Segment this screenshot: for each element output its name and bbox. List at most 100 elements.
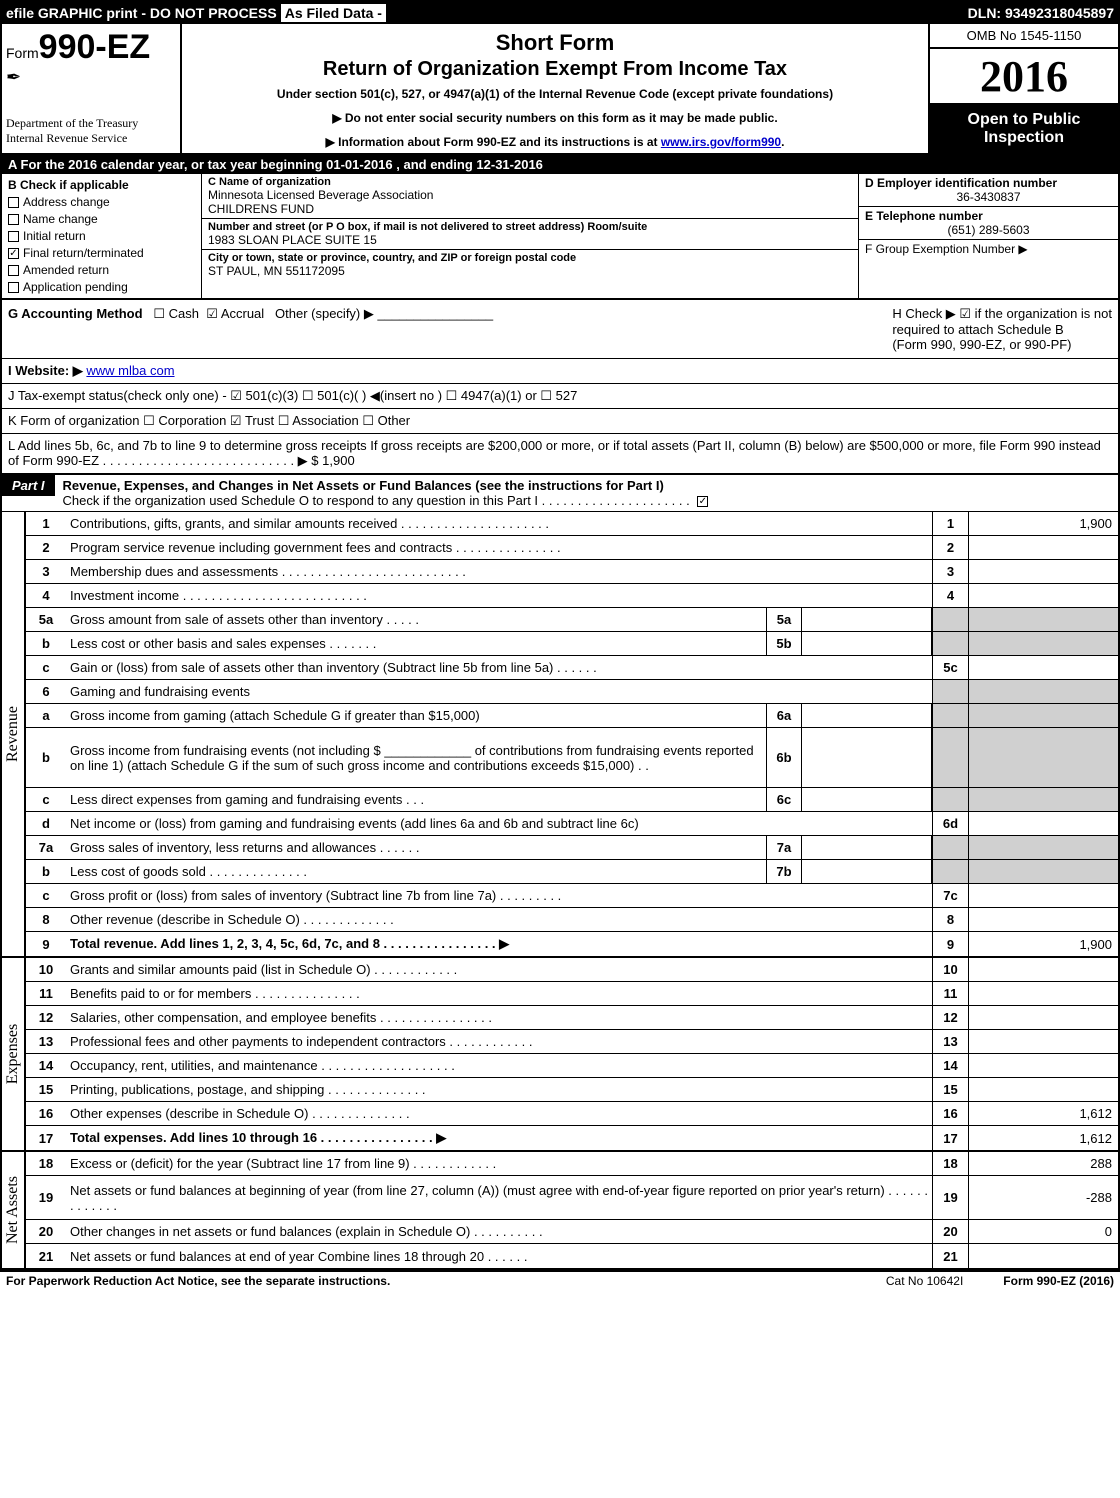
footer-form: Form 990-EZ (2016) [1003,1274,1114,1288]
g-accrual: Accrual [221,306,264,321]
g-label: G Accounting Method [8,306,143,321]
org-addr: 1983 SLOAN PLACE SUITE 15 [208,233,852,247]
line-20: 20Other changes in net assets or fund ba… [26,1220,1118,1244]
line-7a: 7aGross sales of inventory, less returns… [26,836,1118,860]
page-footer: For Paperwork Reduction Act Notice, see … [0,1272,1120,1290]
line-19: 19Net assets or fund balances at beginni… [26,1176,1118,1220]
line-8: 8Other revenue (describe in Schedule O) … [26,908,1118,932]
line-6d: dNet income or (loss) from gaming and fu… [26,812,1118,836]
netassets-section: Net Assets 18Excess or (deficit) for the… [2,1152,1118,1270]
chk-name-change[interactable]: Name change [8,212,195,226]
expenses-label: Expenses [2,958,26,1150]
ein-lbl: D Employer identification number [865,176,1112,190]
part-i-tag: Part I [2,475,55,496]
part-i-text: Revenue, Expenses, and Changes in Net As… [63,475,1118,511]
omb-no: OMB No 1545-1150 [930,24,1118,49]
section-def: D Employer identification number 36-3430… [858,174,1118,298]
group-lbl: F Group Exemption Number ▶ [865,242,1112,256]
form-number-cell: Form990-EZ ✒ Department of the Treasury … [2,24,182,153]
i-label: I Website: ▶ [8,363,83,378]
expenses-lines: 10Grants and similar amounts paid (list … [26,958,1118,1150]
ein-row: D Employer identification number 36-3430… [859,174,1118,207]
line-21: 21Net assets or fund balances at end of … [26,1244,1118,1268]
row-j: J Tax-exempt status(check only one) - ☑ … [2,384,1118,409]
return-title: Return of Organization Exempt From Incom… [190,58,920,81]
row-a-calendar: A For the 2016 calendar year, or tax yea… [2,155,1118,174]
line-5c: cGain or (loss) from sale of assets othe… [26,656,1118,680]
line-2: 2Program service revenue including gover… [26,536,1118,560]
g-accounting: G Accounting Method ☐ Cash ☑ Accrual Oth… [8,306,493,352]
tel-row: E Telephone number (651) 289-5603 [859,207,1118,240]
chk-address-change[interactable]: Address change [8,195,195,209]
ein-value: 36-3430837 [865,190,1112,204]
footer-left: For Paperwork Reduction Act Notice, see … [6,1274,390,1288]
efile-left: efile GRAPHIC print - DO NOT PROCESS [2,5,277,21]
line-7b: bLess cost of goods sold . . . . . . . .… [26,860,1118,884]
org-addr-row: Number and street (or P O box, if mail i… [202,219,858,250]
line-13: 13Professional fees and other payments t… [26,1030,1118,1054]
form-number: 990-EZ [39,28,151,66]
g-cash: Cash [169,306,199,321]
line-16: 16Other expenses (describe in Schedule O… [26,1102,1118,1126]
line-18: 18Excess or (deficit) for the year (Subt… [26,1152,1118,1176]
revenue-label: Revenue [2,512,26,956]
footer-cat: Cat No 10642I [886,1274,963,1288]
c-addr-lbl: Number and street (or P O box, if mail i… [208,221,852,233]
row-g-h: G Accounting Method ☐ Cash ☑ Accrual Oth… [2,300,1118,359]
g-other: Other (specify) ▶ [275,306,374,321]
group-row: F Group Exemption Number ▶ [859,240,1118,258]
open-line2: Inspection [932,129,1116,147]
treasury-dept: Department of the Treasury [6,116,176,131]
section-c: C Name of organization Minnesota License… [202,174,858,298]
chk-final-return[interactable]: ✓Final return/terminated [8,246,195,260]
line-9: 9Total revenue. Add lines 1, 2, 3, 4, 5c… [26,932,1118,956]
org-name-2: CHILDRENS FUND [208,202,852,216]
part-i-checkbox[interactable]: ✓ [697,496,708,507]
c-city-lbl: City or town, state or province, country… [208,252,852,264]
line-1: 1Contributions, gifts, grants, and simil… [26,512,1118,536]
chk-initial-return[interactable]: Initial return [8,229,195,243]
line-6a: aGross income from gaming (attach Schedu… [26,704,1118,728]
section-b: B Check if applicable Address change Nam… [2,174,202,298]
row-i: I Website: ▶ www mlba com [2,359,1118,384]
short-form-title: Short Form [190,30,920,56]
open-line1: Open to Public [932,111,1116,129]
h-line2: required to attach Schedule B [892,322,1112,337]
right-header: OMB No 1545-1150 2016 Open to Public Ins… [928,24,1118,153]
row-k: K Form of organization ☐ Corporation ☑ T… [2,409,1118,434]
open-to-public: Open to Public Inspection [930,105,1118,153]
line-15: 15Printing, publications, postage, and s… [26,1078,1118,1102]
line-17: 17Total expenses. Add lines 10 through 1… [26,1126,1118,1150]
l-amount: 1,900 [322,453,355,468]
under-section: Under section 501(c), 527, or 4947(a)(1)… [190,87,920,101]
title-cell: Short Form Return of Organization Exempt… [182,24,928,153]
info-line: ▶ Information about Form 990-EZ and its … [190,135,920,149]
efile-topbar: efile GRAPHIC print - DO NOT PROCESS As … [2,2,1118,24]
org-name-row: C Name of organization Minnesota License… [202,174,858,219]
org-city: ST PAUL, MN 551172095 [208,264,852,278]
dln: DLN: 93492318045897 [968,5,1118,21]
website-link[interactable]: www mlba com [86,363,174,378]
b-header: B Check if applicable [8,178,195,192]
info-prefix: ▶ Information about Form 990-EZ and its … [326,135,661,149]
line-4: 4Investment income . . . . . . . . . . .… [26,584,1118,608]
line-10: 10Grants and similar amounts paid (list … [26,958,1118,982]
revenue-lines: 1Contributions, gifts, grants, and simil… [26,512,1118,956]
tax-year: 2016 [930,49,1118,105]
expenses-section: Expenses 10Grants and similar amounts pa… [2,958,1118,1152]
part-i-header: Part I Revenue, Expenses, and Changes in… [2,475,1118,512]
chk-amended-return[interactable]: Amended return [8,263,195,277]
part-i-sub: Check if the organization used Schedule … [63,493,690,508]
line-14: 14Occupancy, rent, utilities, and mainte… [26,1054,1118,1078]
part-i-title: Revenue, Expenses, and Changes in Net As… [63,478,664,493]
netassets-lines: 18Excess or (deficit) for the year (Subt… [26,1152,1118,1268]
as-filed-box: As Filed Data - [281,4,386,22]
entity-block: B Check if applicable Address change Nam… [2,174,1118,300]
org-name-1: Minnesota Licensed Beverage Association [208,188,852,202]
tel-value: (651) 289-5603 [865,223,1112,237]
irs-link[interactable]: www.irs.gov/form990 [661,135,781,149]
line-12: 12Salaries, other compensation, and empl… [26,1006,1118,1030]
line-3: 3Membership dues and assessments . . . .… [26,560,1118,584]
revenue-section: Revenue 1Contributions, gifts, grants, a… [2,512,1118,958]
chk-application-pending[interactable]: Application pending [8,280,195,294]
